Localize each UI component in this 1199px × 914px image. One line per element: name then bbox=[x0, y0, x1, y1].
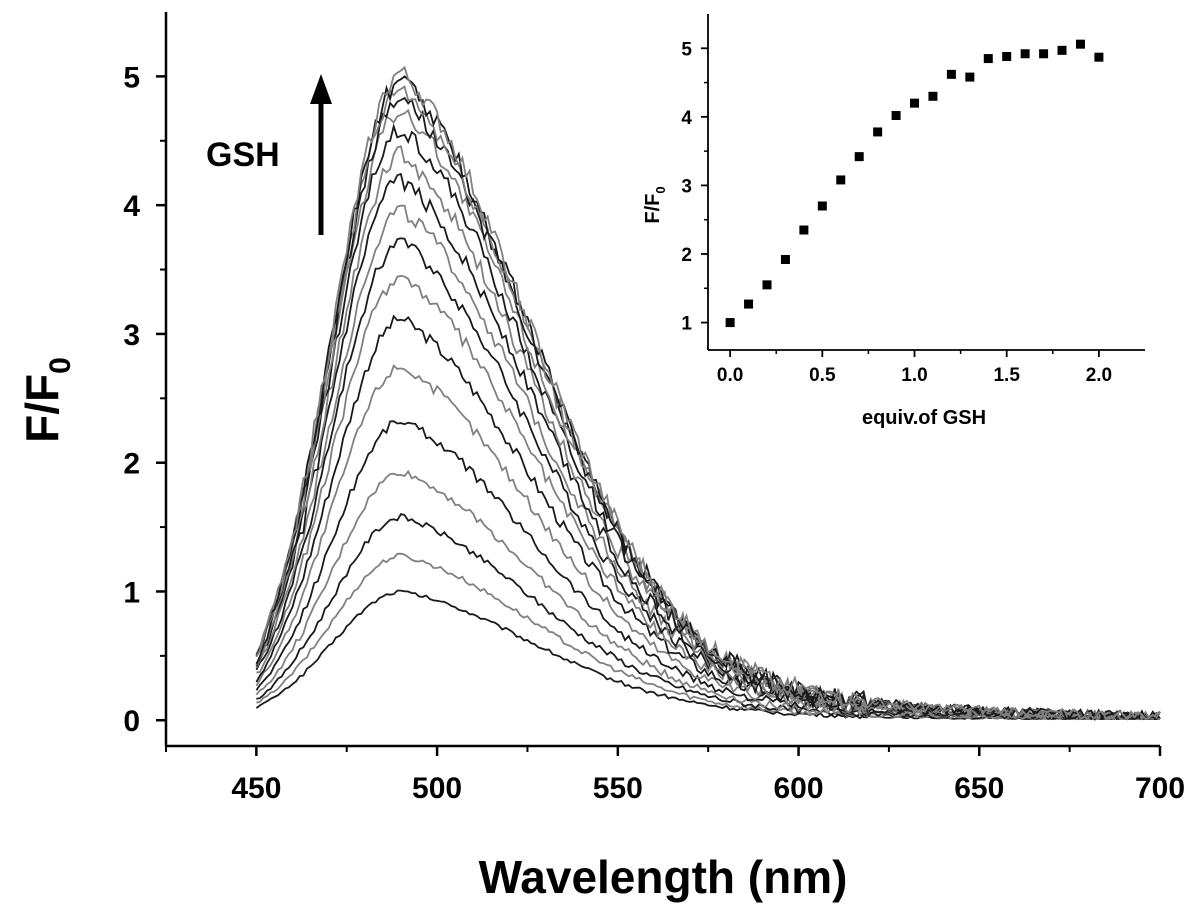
increase-arrow-icon bbox=[310, 74, 332, 235]
svg-text:F/F0: F/F0 bbox=[16, 357, 77, 443]
inset-plot: 0.0 0.5 1.0 1.5 2.0 1 2 3 4 5 equiv.of GSH F/F0 bbox=[642, 14, 1145, 429]
main-y-tick-label: 3 bbox=[123, 319, 140, 352]
spectrum-line bbox=[256, 512, 1161, 720]
inset-data-point bbox=[1039, 49, 1049, 59]
inset-x-axis-label: equiv.of GSH bbox=[862, 407, 986, 429]
inset-data-point bbox=[1094, 52, 1104, 62]
inset-data-point bbox=[780, 254, 790, 264]
main-y-tick-label: 1 bbox=[123, 576, 140, 609]
main-y-axis-label-main: F/F bbox=[16, 374, 68, 443]
inset-data-point bbox=[836, 175, 846, 185]
main-x-ticks: 450 500 550 600 650 700 bbox=[165, 746, 1185, 805]
spectrum-line bbox=[255, 65, 1161, 721]
main-y-tick-label: 5 bbox=[123, 61, 140, 94]
main-y-tick-label: 0 bbox=[123, 705, 140, 738]
spectrum-line bbox=[256, 552, 1160, 720]
inset-data-point bbox=[946, 69, 956, 79]
main-y-axis-label-sub: 0 bbox=[44, 357, 77, 374]
inset-y-tick-label: 2 bbox=[681, 245, 692, 266]
inset-data-point bbox=[928, 91, 938, 101]
main-x-tick-label: 550 bbox=[593, 772, 643, 805]
inset-y-ticks: 1 2 3 4 5 bbox=[681, 39, 708, 335]
inset-data-point bbox=[1002, 52, 1012, 62]
main-y-tick-label: 4 bbox=[123, 190, 140, 223]
main-series-group bbox=[255, 65, 1161, 722]
inset-x-ticks: 0.0 0.5 1.0 1.5 2.0 bbox=[717, 350, 1112, 386]
main-x-tick-label: 450 bbox=[231, 772, 281, 805]
inset-x-tick-label: 1.5 bbox=[993, 365, 1020, 386]
svg-text:F/F0: F/F0 bbox=[642, 186, 668, 223]
inset-data-point bbox=[1057, 45, 1067, 55]
main-x-axis-label: Wavelength (nm) bbox=[479, 851, 848, 903]
inset-x-tick-label: 0.5 bbox=[809, 365, 836, 386]
gsh-annotation-label: GSH bbox=[206, 136, 280, 174]
inset-data-point bbox=[744, 299, 754, 309]
inset-y-axis-label-sub: 0 bbox=[653, 186, 668, 193]
main-y-tick-label: 2 bbox=[123, 448, 140, 481]
main-x-tick-label: 600 bbox=[774, 772, 824, 805]
inset-x-tick-label: 2.0 bbox=[1086, 365, 1112, 386]
inset-x-tick-label: 0.0 bbox=[717, 365, 743, 386]
inset-data-point bbox=[1020, 49, 1030, 59]
inset-data-point bbox=[983, 54, 993, 64]
inset-data-point bbox=[854, 152, 864, 162]
inset-data-point bbox=[910, 98, 920, 108]
inset-data-point bbox=[873, 127, 883, 137]
inset-data-point bbox=[1075, 39, 1085, 49]
inset-data-point bbox=[799, 225, 809, 235]
inset-data-point bbox=[817, 201, 827, 211]
main-y-ticks: 0 1 2 3 4 5 bbox=[123, 61, 166, 738]
inset-data-point bbox=[725, 318, 735, 328]
inset-y-tick-label: 4 bbox=[681, 108, 692, 129]
spectrum-line bbox=[255, 204, 1161, 720]
main-y-axis-label: F/F0 bbox=[16, 357, 77, 443]
inset-x-tick-label: 1.0 bbox=[901, 365, 927, 386]
main-x-tick-label: 650 bbox=[954, 772, 1004, 805]
inset-y-tick-label: 3 bbox=[681, 176, 692, 197]
main-x-tick-label: 500 bbox=[412, 772, 462, 805]
inset-y-axis-label-main: F/F bbox=[642, 194, 664, 224]
inset-y-tick-label: 1 bbox=[681, 314, 692, 335]
inset-data-point bbox=[891, 110, 901, 120]
inset-data-point bbox=[762, 280, 772, 290]
inset-y-tick-label: 5 bbox=[681, 39, 692, 60]
inset-data-point bbox=[965, 72, 975, 82]
inset-y-axis-label: F/F0 bbox=[642, 186, 668, 223]
main-x-tick-label: 700 bbox=[1135, 772, 1185, 805]
inset-points-group bbox=[725, 39, 1104, 328]
